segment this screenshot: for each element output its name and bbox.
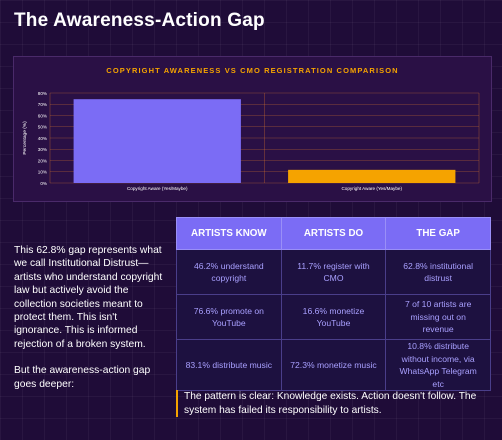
y-tick-label: 0% (40, 181, 47, 186)
table-row: 76.6% promote on YouTube 16.6% monetize … (176, 294, 491, 340)
bar-chart: 0% 10% 20% 30% 40% 50% 60% 70% 80% Copyright Awar… (22, 91, 480, 191)
table-cell: 7 of 10 artists are missing out on reven… (385, 294, 491, 340)
header-artists-know: ARTISTS KNOW (176, 217, 282, 250)
y-tick-label: 40% (38, 136, 47, 141)
table-cell: 72.3% monetize music (280, 339, 387, 391)
page-title: The Awareness-Action Gap (14, 10, 265, 31)
table-row: 46.2% understand copyright 11.7% registe… (176, 249, 491, 295)
bar (73, 99, 241, 183)
x-tick-label: Copyright Aware (Yes/Maybe) (127, 186, 188, 191)
explanation-paragraph: This 62.8% gap represents what we call I… (14, 245, 163, 350)
chart-title: COPYRIGHT AWARENESS VS CMO REGISTRATION … (106, 66, 399, 75)
y-tick-label: 20% (38, 158, 47, 163)
pattern-callout: The pattern is clear: Knowledge exists. … (176, 390, 491, 417)
header-the-gap: THE GAP (385, 217, 491, 250)
x-tick-label: Copyright Aware (Yes/Maybe) (341, 186, 402, 191)
y-tick-label: 80% (38, 91, 47, 96)
explanation-lead-in: But the awareness-action gap goes deeper… (14, 365, 151, 390)
y-axis-label: Percentage (%) (22, 121, 28, 155)
table-cell: 16.6% monetize YouTube (280, 294, 387, 340)
y-tick-label: 60% (38, 113, 47, 118)
table-cell: 76.6% promote on YouTube (176, 294, 282, 340)
table-cell: 10.8% distribute without income, via Wha… (385, 339, 491, 391)
table-row: 83.1% distribute music 72.3% monetize mu… (176, 339, 491, 391)
gap-table: ARTISTS KNOW ARTISTS DO THE GAP 46.2% un… (176, 217, 491, 391)
gap-explanation: This 62.8% gap represents what we call I… (14, 244, 164, 391)
table-cell: 62.8% institutional distrust (385, 249, 491, 295)
table-cell: 83.1% distribute music (176, 339, 282, 391)
bar (288, 169, 456, 183)
y-tick-label: 30% (38, 147, 47, 152)
table-header-row: ARTISTS KNOW ARTISTS DO THE GAP (176, 217, 491, 250)
header-artists-do: ARTISTS DO (280, 217, 387, 250)
table-cell: 46.2% understand copyright (176, 249, 282, 295)
table-cell: 11.7% register with CMO (280, 249, 387, 295)
y-tick-label: 10% (38, 170, 47, 175)
y-tick-label: 70% (38, 102, 47, 107)
y-tick-label: 50% (38, 125, 47, 130)
chart-panel: COPYRIGHT AWARENESS VS CMO REGISTRATION … (13, 56, 492, 202)
